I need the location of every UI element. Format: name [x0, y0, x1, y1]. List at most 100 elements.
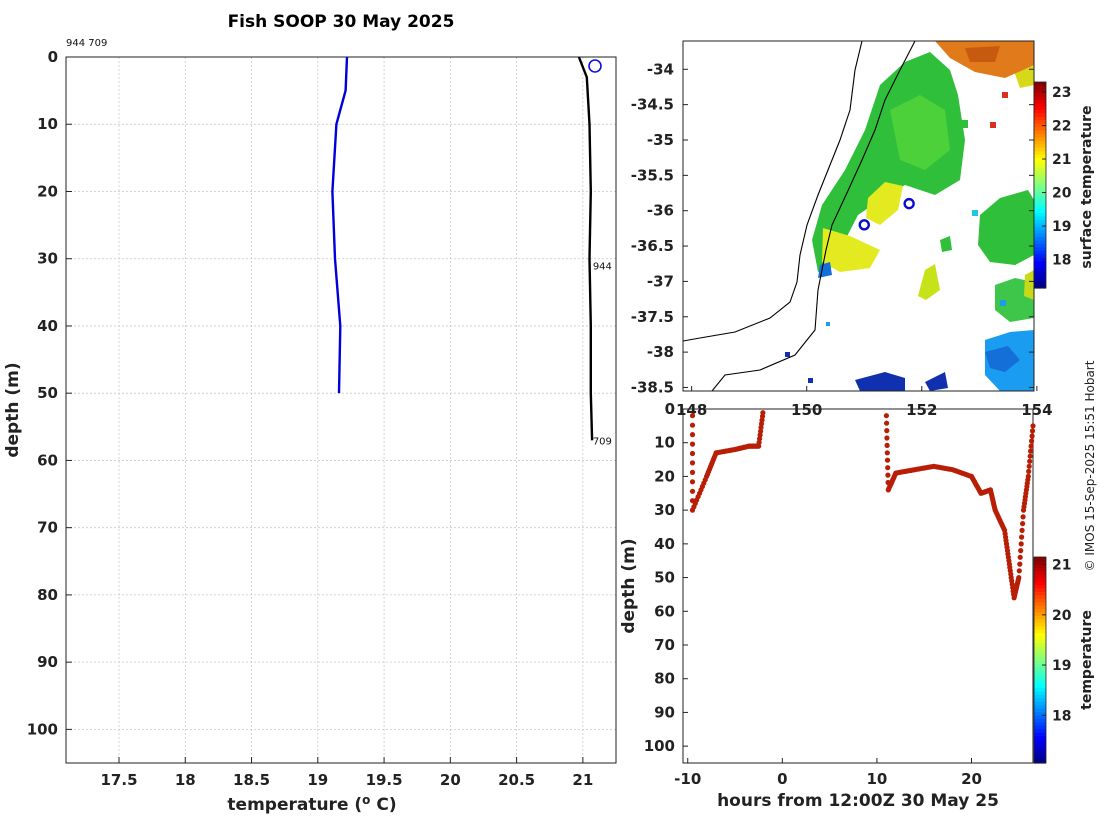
timeseries-colorbar-tick-label: 18 — [1052, 708, 1071, 724]
timeseries-colorbar-segment — [1034, 708, 1046, 713]
timeseries-point — [1030, 423, 1036, 429]
timeseries-colorbar-segment — [1034, 557, 1046, 562]
map-colorbar-frame — [1033, 81, 1047, 289]
timeseries-point — [1020, 521, 1026, 527]
timeseries-x-tick-label: 10 — [866, 770, 887, 788]
timeseries-colorbar-segment — [1034, 745, 1046, 750]
profile-x-tick-label: 18 — [175, 771, 196, 789]
map-colorbar-segment — [1034, 191, 1046, 196]
timeseries-point — [1016, 568, 1022, 574]
map-colorbar-segment — [1034, 233, 1046, 238]
map-x-tick-label: 148 — [676, 401, 707, 419]
map-x-tick-label: 152 — [906, 401, 937, 419]
map-y-tick-label: -36 — [647, 202, 674, 220]
map-colorbar-segment — [1034, 150, 1046, 155]
profile-top-annotation: 944 709 — [66, 38, 107, 49]
timeseries-panel: -10 0 10 20 0 10 20 30 40 50 60 70 80 90 100 hours fr… — [619, 400, 1095, 811]
profile-line-profile-709 — [577, 56, 594, 441]
profile-y-ticks: 0 10 20 30 40 50 60 70 80 90 100 — [27, 48, 72, 738]
map-colorbar-segment — [1034, 229, 1046, 234]
timeseries-colorbar-segment — [1034, 732, 1046, 737]
timeseries-colorbar-segment — [1034, 728, 1046, 733]
timeseries-colorbar: 18 19 20 21 — [1033, 556, 1072, 764]
timeseries-y-tick-label: 20 — [654, 467, 675, 485]
map-colorbar-segment — [1034, 195, 1046, 200]
map-colorbar-segment — [1034, 239, 1046, 244]
map-bathymetry-contour — [711, 41, 916, 391]
map-colorbar-tick-label: 23 — [1052, 85, 1071, 101]
map-colorbar-tick-label: 19 — [1052, 219, 1071, 235]
map-colorbar-segment — [1034, 281, 1046, 286]
timeseries-colorbar-segment — [1034, 725, 1046, 730]
chart-title: Fish SOOP 30 May 2025 — [228, 12, 455, 32]
timeseries-point — [1017, 554, 1023, 560]
map-colorbar-segment — [1034, 243, 1046, 248]
profile-y-tick-label: 30 — [37, 250, 58, 268]
map-colorbar-segment — [1034, 209, 1046, 214]
timeseries-point — [760, 410, 766, 416]
timeseries-point — [1028, 443, 1034, 449]
timeseries-colorbar-segment — [1034, 649, 1046, 654]
map-y-tick-label: -38 — [647, 343, 674, 361]
map-y-tick-label: -35.5 — [631, 166, 674, 184]
timeseries-colorbar-segment — [1034, 660, 1046, 665]
profile-end-labels: 944 709 — [593, 261, 612, 447]
timeseries-colorbar-segment — [1034, 752, 1046, 757]
profile-y-tick-label: 50 — [37, 384, 58, 402]
timeseries-colorbar-segment — [1034, 670, 1046, 675]
timeseries-points — [689, 410, 1036, 601]
timeseries-colorbar-segment — [1034, 567, 1046, 572]
map-colorbar-segment — [1034, 143, 1046, 148]
map-colorbar-segment — [1034, 253, 1046, 258]
timeseries-colorbar-segment — [1034, 622, 1046, 627]
map-y-tick-label: -37.5 — [631, 308, 674, 326]
timeseries-point — [689, 469, 696, 475]
timeseries-point — [1020, 514, 1026, 520]
timeseries-point — [689, 460, 696, 466]
profile-x-label: temperature (o C) — [227, 793, 396, 815]
map-colorbar-segment — [1034, 82, 1046, 87]
profile-series — [331, 56, 594, 441]
timeseries-point — [758, 428, 764, 434]
timeseries-point — [1029, 428, 1036, 434]
timeseries-colorbar-segment — [1034, 574, 1046, 579]
map-colorbar-segment — [1034, 181, 1046, 186]
timeseries-colorbar-tick-label: 21 — [1052, 558, 1071, 574]
timeseries-colorbar-segment — [1034, 563, 1046, 568]
timeseries-colorbar-segment — [1034, 721, 1046, 726]
timeseries-point — [689, 441, 696, 447]
timeseries-y-tick-label: 100 — [644, 737, 675, 755]
timeseries-y-tick-label: 60 — [654, 602, 675, 620]
timeseries-colorbar-segment — [1034, 687, 1046, 692]
timeseries-x-tick-label: 0 — [777, 770, 787, 788]
map-colorbar-segment — [1034, 171, 1046, 176]
timeseries-point — [1026, 468, 1032, 474]
timeseries-point — [884, 457, 891, 463]
map-colorbar-segment — [1034, 116, 1046, 121]
timeseries-point — [1029, 433, 1035, 439]
map-colorbar-segment — [1034, 284, 1046, 289]
profile-line-profile-944 — [331, 56, 349, 394]
profile-start-marker — [588, 59, 602, 73]
map-colorbar-segment — [1034, 250, 1046, 255]
timeseries-colorbar-segment — [1034, 646, 1046, 651]
map-colorbar-segment — [1034, 88, 1046, 93]
map-colorbar-segment — [1034, 205, 1046, 210]
map-colorbar-segment — [1034, 274, 1046, 279]
map-colorbar-segment — [1034, 99, 1046, 104]
timeseries-colorbar-segment — [1034, 598, 1046, 603]
map-colorbar-segment — [1034, 112, 1046, 117]
timeseries-colorbar-segment — [1034, 666, 1046, 671]
timeseries-colorbar-segment — [1034, 711, 1046, 716]
timeseries-colorbar-segment — [1034, 639, 1046, 644]
map-colorbar-segment — [1034, 188, 1046, 193]
timeseries-point — [689, 479, 696, 485]
timeseries-colorbar-segment — [1034, 653, 1046, 658]
timeseries-colorbar-segment — [1034, 718, 1046, 723]
map-colorbar-tick-label: 18 — [1052, 253, 1071, 269]
profile-x-tick-label: 21 — [572, 771, 593, 789]
timeseries-point — [1028, 448, 1034, 454]
map-colorbar-segment — [1034, 257, 1046, 262]
map-colorbar-segment — [1034, 85, 1046, 90]
map-colorbar-segment — [1034, 123, 1046, 128]
